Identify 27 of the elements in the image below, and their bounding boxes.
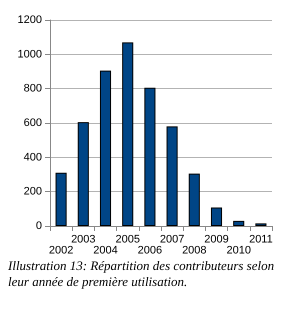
y-tick-label: 800: [24, 82, 42, 95]
bar: [100, 70, 112, 226]
bar: [210, 207, 222, 226]
x-tick-label: 2004: [93, 244, 118, 256]
x-tick-label: 2002: [48, 244, 74, 256]
y-tick-label: 200: [24, 186, 42, 198]
y-tick-label: 400: [24, 151, 42, 164]
x-tick-label: 2003: [71, 234, 96, 246]
bar: [233, 220, 244, 226]
x-tick-label: 2011: [249, 234, 273, 246]
x-tick-label: 2010: [226, 244, 251, 256]
bar: [144, 88, 156, 226]
text: Illustration 13: Répartition des contributeurs selon leur année de première utilisation.: [8, 258, 276, 290]
y-tick-label: 1200: [18, 14, 42, 26]
y-tick-label: 600: [24, 117, 42, 129]
x-tick-label: 2005: [115, 234, 140, 246]
bar: [78, 122, 89, 226]
x-tick-label: 2008: [182, 244, 207, 256]
y-tick-label: 1000: [18, 48, 42, 60]
x-tick-label: 2006: [138, 244, 162, 256]
bar: [166, 126, 178, 226]
x-tick-label: 2009: [204, 234, 229, 246]
bar: [188, 174, 200, 226]
x-tick-label: 2007: [160, 234, 184, 246]
bar: [122, 42, 134, 226]
y-tick-label: 0: [36, 220, 42, 232]
bar: [56, 172, 67, 226]
